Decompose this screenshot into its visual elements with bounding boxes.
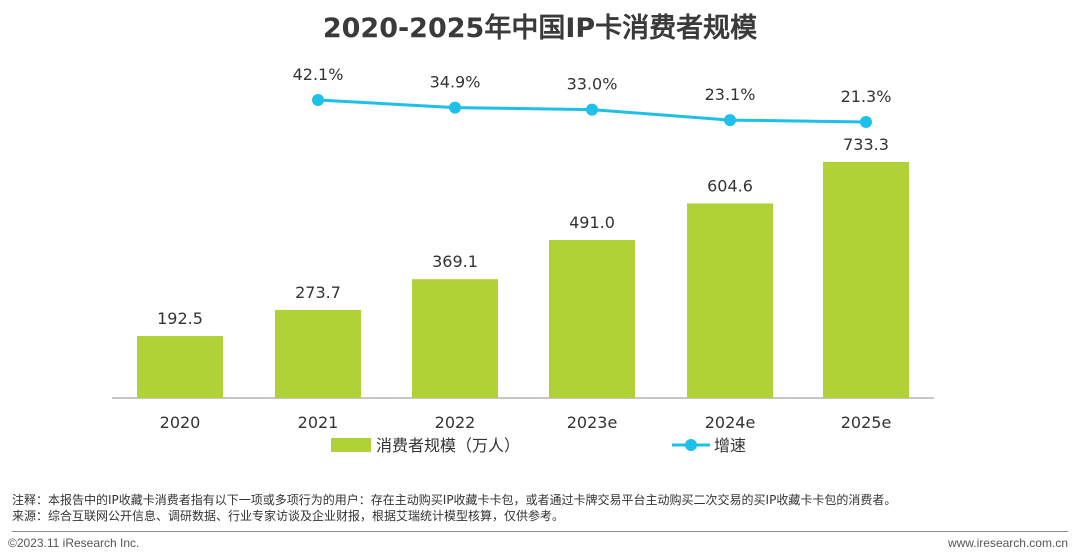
growth-point	[449, 101, 461, 114]
bar	[549, 239, 635, 398]
source-text: 来源：综合互联网公开信息、调研数据、行业专家访谈及企业财报，根据艾瑞统计模型核算…	[12, 509, 565, 523]
legend-swatch-marker	[685, 439, 697, 451]
bar-value-label: 604.6	[707, 176, 753, 195]
bar-value-label: 369.1	[432, 252, 478, 271]
x-tick-label: 2020	[160, 413, 201, 432]
bar-value-label: 733.3	[843, 135, 889, 154]
bar-value-label: 491.0	[569, 213, 615, 232]
growth-value-label: 23.1%	[705, 85, 756, 104]
growth-point	[860, 116, 872, 128]
bar	[687, 203, 773, 398]
bar	[137, 336, 223, 398]
notes: 注释：本报告中的IP收藏卡消费者指有以下一项或多项行为的用户：存在主动购买IP收…	[12, 492, 896, 524]
copyright: ©2023.11 iResearch Inc.	[8, 536, 140, 550]
bar	[412, 279, 498, 398]
legend-label-bar: 消费者规模（万人）	[376, 436, 520, 455]
growth-value-label: 34.9%	[430, 73, 481, 92]
footer-divider	[12, 531, 1068, 532]
website-link[interactable]: www.iresearch.com.cn	[947, 536, 1068, 550]
growth-value-label: 42.1%	[293, 65, 344, 84]
chart-title: 2020-2025年中国IP卡消费者规模	[322, 13, 758, 44]
growth-value-label: 33.0%	[567, 75, 618, 94]
growth-point	[312, 94, 324, 106]
growth-point	[724, 114, 736, 127]
x-tick-label: 2023e	[567, 413, 618, 432]
growth-point	[586, 103, 598, 116]
x-tick-label: 2021	[298, 413, 339, 432]
x-tick-label: 2025e	[841, 413, 892, 432]
legend-swatch-bar	[331, 438, 371, 452]
bar-value-label: 273.7	[295, 283, 341, 302]
x-tick-label: 2022	[435, 413, 476, 432]
x-tick-label: 2024e	[705, 413, 756, 432]
legend-label-line: 增速	[714, 436, 746, 455]
note-text: 注释：本报告中的IP收藏卡消费者指有以下一项或多项行为的用户：存在主动购买IP收…	[12, 493, 897, 507]
chart: 192.5 2020 273.7 2021 369.1 2022 491.0 2023e 604…	[112, 65, 934, 455]
bar	[823, 162, 909, 398]
growth-value-label: 21.3%	[841, 87, 892, 106]
bar	[275, 309, 361, 398]
bar-value-label: 192.5	[157, 309, 203, 328]
